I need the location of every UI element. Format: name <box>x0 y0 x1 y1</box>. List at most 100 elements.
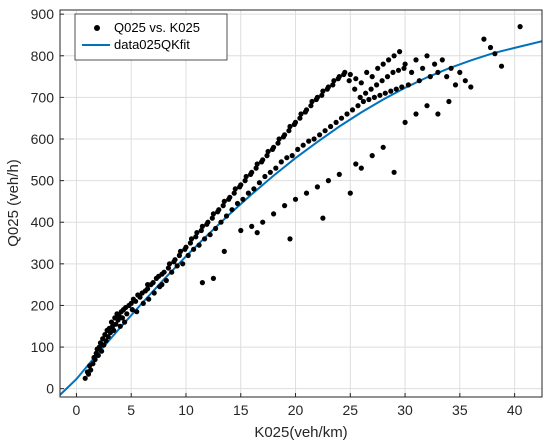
data-point <box>185 252 191 259</box>
data-point <box>209 215 215 221</box>
data-point <box>391 169 397 175</box>
data-point <box>333 119 339 125</box>
data-point <box>202 236 208 242</box>
data-point <box>199 280 205 286</box>
data-point <box>134 309 140 315</box>
scatter-points-layer <box>82 24 523 381</box>
data-point <box>183 244 189 250</box>
data-point <box>249 223 255 229</box>
data-point <box>427 74 433 80</box>
data-point <box>380 61 386 67</box>
data-point <box>251 186 257 192</box>
data-point <box>375 65 381 71</box>
legend-marker-scatter <box>94 25 100 31</box>
data-point <box>227 194 233 200</box>
data-point <box>273 165 279 171</box>
y-tick-label: 700 <box>31 89 55 105</box>
data-point <box>328 123 334 130</box>
data-point <box>439 57 445 63</box>
data-point <box>409 69 415 75</box>
x-tick-label: 5 <box>127 402 135 418</box>
data-point <box>353 76 359 82</box>
data-point <box>462 78 468 84</box>
data-point <box>174 263 180 269</box>
data-point <box>347 71 353 78</box>
data-point <box>336 74 342 80</box>
data-point <box>262 173 268 180</box>
legend-label-scatter: Q025 vs. K025 <box>114 20 200 35</box>
data-point <box>256 180 262 186</box>
data-point <box>424 53 430 59</box>
data-point <box>358 80 364 86</box>
data-point <box>187 240 193 246</box>
data-point <box>289 153 295 159</box>
data-point <box>338 115 345 121</box>
data-point <box>382 90 388 96</box>
data-point <box>295 146 301 152</box>
data-point <box>413 111 419 117</box>
data-point <box>298 111 304 117</box>
data-point <box>444 74 450 80</box>
data-point <box>188 236 195 242</box>
data-point <box>137 294 143 300</box>
data-point <box>85 371 92 377</box>
data-point <box>265 148 271 155</box>
data-point <box>360 98 366 105</box>
data-point <box>446 98 452 105</box>
data-point <box>129 307 135 313</box>
data-point <box>146 296 152 302</box>
data-point <box>448 65 454 71</box>
data-point <box>159 282 165 288</box>
data-point <box>369 153 375 159</box>
data-point <box>309 98 315 105</box>
data-point <box>161 269 167 275</box>
data-point <box>96 344 102 350</box>
data-point <box>286 128 292 134</box>
data-point <box>420 65 426 71</box>
data-point <box>243 173 249 180</box>
data-point <box>128 300 134 306</box>
data-point <box>117 323 123 329</box>
data-point <box>405 82 411 88</box>
data-point <box>220 203 226 209</box>
axis-ticks: 0 5 10 15 20 25 30 35 40010020030040050060070080… <box>31 6 523 418</box>
data-point <box>165 265 171 271</box>
data-point <box>140 300 146 306</box>
data-point <box>145 286 151 292</box>
data-point <box>260 157 266 163</box>
data-point <box>395 67 402 73</box>
data-point <box>374 82 380 88</box>
data-point <box>278 159 284 165</box>
data-point <box>379 78 385 84</box>
data-point <box>238 182 244 188</box>
data-point <box>105 334 111 340</box>
data-point <box>481 36 487 42</box>
data-point <box>172 257 178 263</box>
data-point <box>150 280 156 286</box>
y-tick-label: 200 <box>31 297 55 313</box>
data-point <box>391 53 397 59</box>
data-point <box>213 225 219 232</box>
y-tick-label: 600 <box>31 131 55 147</box>
plot-frame <box>59 9 543 398</box>
data-point <box>435 111 441 117</box>
data-point <box>358 165 364 171</box>
data-point <box>487 44 494 51</box>
data-point <box>393 86 399 92</box>
plot-background <box>60 10 542 397</box>
data-point <box>388 88 394 94</box>
x-tick-label: 10 <box>178 402 194 418</box>
x-tick-label: 0 <box>73 402 81 418</box>
data-point <box>254 230 260 236</box>
legend-box <box>74 13 228 61</box>
y-tick-label: 500 <box>31 173 55 189</box>
x-tick-label: 30 <box>397 402 413 418</box>
data-point <box>352 86 358 92</box>
data-point <box>364 69 370 75</box>
data-point <box>390 69 396 75</box>
y-tick-label: 900 <box>31 6 55 22</box>
data-point <box>336 171 342 177</box>
data-point <box>317 132 323 138</box>
y-tick-label: 0 <box>46 381 54 397</box>
data-point <box>452 82 459 88</box>
